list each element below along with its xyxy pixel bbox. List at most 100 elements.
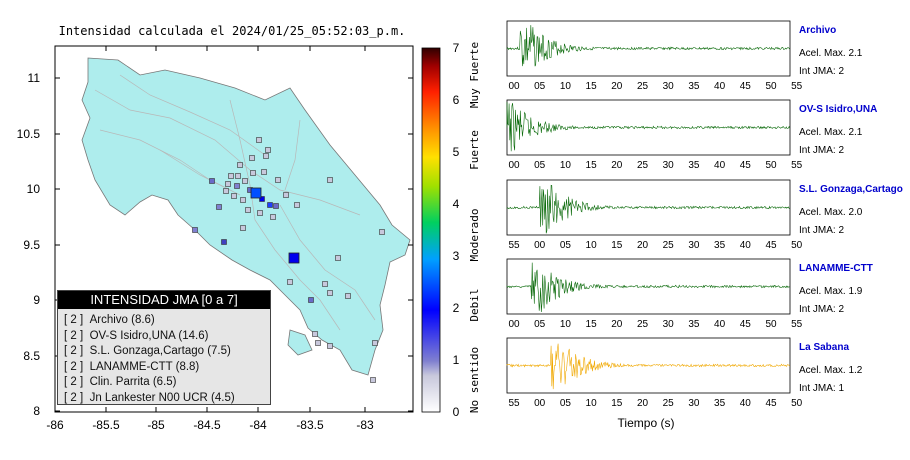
int-jma-label: Int JMA: 1	[799, 383, 844, 394]
colorbar-tick-label: 0	[453, 405, 460, 419]
station-marker	[287, 279, 293, 285]
station-marker	[228, 173, 234, 179]
seismogram-tick-label: 10	[586, 398, 598, 409]
legend-station: S.L. Gonzaga,Cartago (7.5)	[89, 345, 231, 358]
map-x-axis: -86 -85.5 -85 -84.5 -84 -83.5 -83	[46, 46, 374, 432]
legend-item: [ 2 ] LANAMME-CTT (8.8)	[58, 360, 270, 376]
seismogram-tick-label: 45	[765, 240, 777, 251]
seismogram-tick-label: 55	[508, 240, 520, 251]
seismogram-tick-label: 45	[740, 160, 752, 171]
station-marker	[237, 162, 243, 168]
station-marker	[259, 196, 265, 202]
station-name: S.L. Gonzaga,Cartago	[799, 184, 903, 195]
colorbar-tick-label: 1	[453, 353, 460, 367]
station-marker	[370, 377, 376, 383]
legend-item: [ 2 ] S.L. Gonzaga,Cartago (7.5)	[58, 344, 270, 360]
peninsula-land	[287, 329, 313, 356]
legend-station: Clin. Parrita (6.5)	[89, 376, 177, 389]
seismogram-tick-label: 15	[586, 81, 598, 92]
seismogram-tick-label: 30	[663, 160, 675, 171]
acel-max-label: Acel. Max. 2.1	[799, 48, 863, 59]
seismogram-trace	[506, 25, 791, 67]
station-marker	[294, 202, 300, 208]
colorbar-tick-label: 6	[453, 93, 460, 107]
seismogram-tick-label: 20	[637, 240, 649, 251]
seismogram-tick-label: 30	[663, 319, 675, 330]
map-y-tick-label: 9.5	[23, 238, 40, 252]
colorbar-tick-label: 3	[453, 249, 460, 263]
station-name: Archivo	[799, 25, 836, 36]
seismogram-tick-label: 00	[534, 240, 546, 251]
seismogram-tick-label: 25	[663, 240, 675, 251]
seismogram-tick-label: 35	[688, 160, 700, 171]
colorbar-tick-label: 4	[453, 197, 460, 211]
station-marker-large	[288, 252, 300, 264]
station-marker-large	[250, 187, 262, 199]
seismogram-tick-label: 05	[560, 240, 572, 251]
station-marker	[273, 203, 279, 209]
seismogram-panels: 00 05 10 15 20 25 30 35 40 45 50 55 Archivo Acel. Max…	[506, 20, 903, 409]
seismogram-tick-label: 35	[714, 398, 726, 409]
acel-max-label: Acel. Max. 2.1	[799, 127, 863, 138]
seismogram-tick-label: 55	[791, 81, 803, 92]
legend-item: [ 2 ] Jn Lankester N00 UCR (4.5)	[58, 391, 270, 407]
seismogram-tick-label: 30	[688, 240, 700, 251]
seismogram-tick-label: 20	[611, 319, 623, 330]
seismogram-tick-label: 15	[611, 240, 623, 251]
station-marker	[223, 188, 229, 194]
seismogram-panel: 55 00 05 10 15 20 25 30 35 40 45 50 La Sabana Acel. M…	[506, 337, 863, 409]
seismogram-tick-label: 10	[560, 319, 572, 330]
station-marker	[261, 169, 267, 175]
seismogram-tick-label: 35	[688, 319, 700, 330]
station-marker	[245, 207, 251, 213]
station-marker	[256, 137, 262, 143]
legend-intensity: [ 2 ]	[64, 391, 84, 404]
legend-item: [ 2 ] Archivo (8.6)	[58, 313, 270, 329]
seismogram-tick-label: 50	[791, 398, 803, 409]
road-network	[94, 74, 376, 331]
station-marker	[234, 183, 240, 189]
legend-items: [ 2 ] Archivo (8.6) [ 2 ] OV-S Isidro,UN…	[58, 309, 270, 407]
station-marker	[240, 197, 246, 203]
seismogram-tick-label: 30	[688, 398, 700, 409]
seismogram-tick-label: 05	[560, 398, 572, 409]
station-marker	[216, 204, 222, 210]
station-markers	[192, 137, 385, 383]
colorbar-tick-label: 5	[453, 145, 460, 159]
map-y-axis: 11 10.5 10 9.5 9 8.5 8	[17, 71, 413, 418]
station-marker	[283, 192, 289, 198]
station-marker	[240, 225, 246, 231]
seismogram-tick-label: 40	[740, 398, 752, 409]
seismogram-tick-label: 00	[508, 319, 520, 330]
legend-station: Jn Lankester N00 UCR (4.5)	[89, 391, 235, 404]
seismogram-tick-label: 50	[765, 81, 777, 92]
colorbar-category-label: Moderado	[468, 209, 481, 262]
station-marker	[322, 281, 328, 287]
station-marker	[263, 153, 269, 159]
legend-item: [ 2 ] Clin. Parrita (6.5)	[58, 375, 270, 391]
acel-max-label: Acel. Max. 1.2	[799, 365, 863, 376]
seismogram-tick-label: 10	[560, 160, 572, 171]
seismogram-tick-label: 45	[765, 398, 777, 409]
seismogram-tick-label: 55	[791, 160, 803, 171]
station-marker	[249, 155, 255, 161]
colorbar-category-label: Fuerte	[468, 130, 481, 170]
time-axis-label: Tiempo (s)	[618, 416, 675, 430]
legend-station: Archivo (8.6)	[89, 314, 155, 326]
colorbar-category-label: Debil	[468, 288, 481, 321]
station-name: OV-S Isidro,UNA	[799, 104, 877, 115]
station-marker	[242, 178, 248, 184]
seismogram-tick-label: 50	[765, 319, 777, 330]
seismogram-tick-label: 20	[637, 398, 649, 409]
colorbar: 7 6 5 4 3 2 1 0 Muy Fuerte Fuerte Moderado Debil No…	[421, 41, 481, 419]
station-marker	[335, 255, 341, 261]
station-marker	[225, 181, 231, 187]
seismogram-panel: 55 00 05 10 15 20 25 30 35 40 45 50 S.L. Gonzaga,Car…	[506, 179, 903, 251]
station-marker	[221, 239, 227, 245]
map-x-tick-label: -84.5	[193, 418, 221, 432]
map-x-tick-label: -85.5	[92, 418, 120, 432]
station-name: LANAMME-CTT	[799, 263, 873, 274]
map-y-tick-label: 10	[27, 182, 41, 196]
station-marker	[345, 293, 351, 299]
